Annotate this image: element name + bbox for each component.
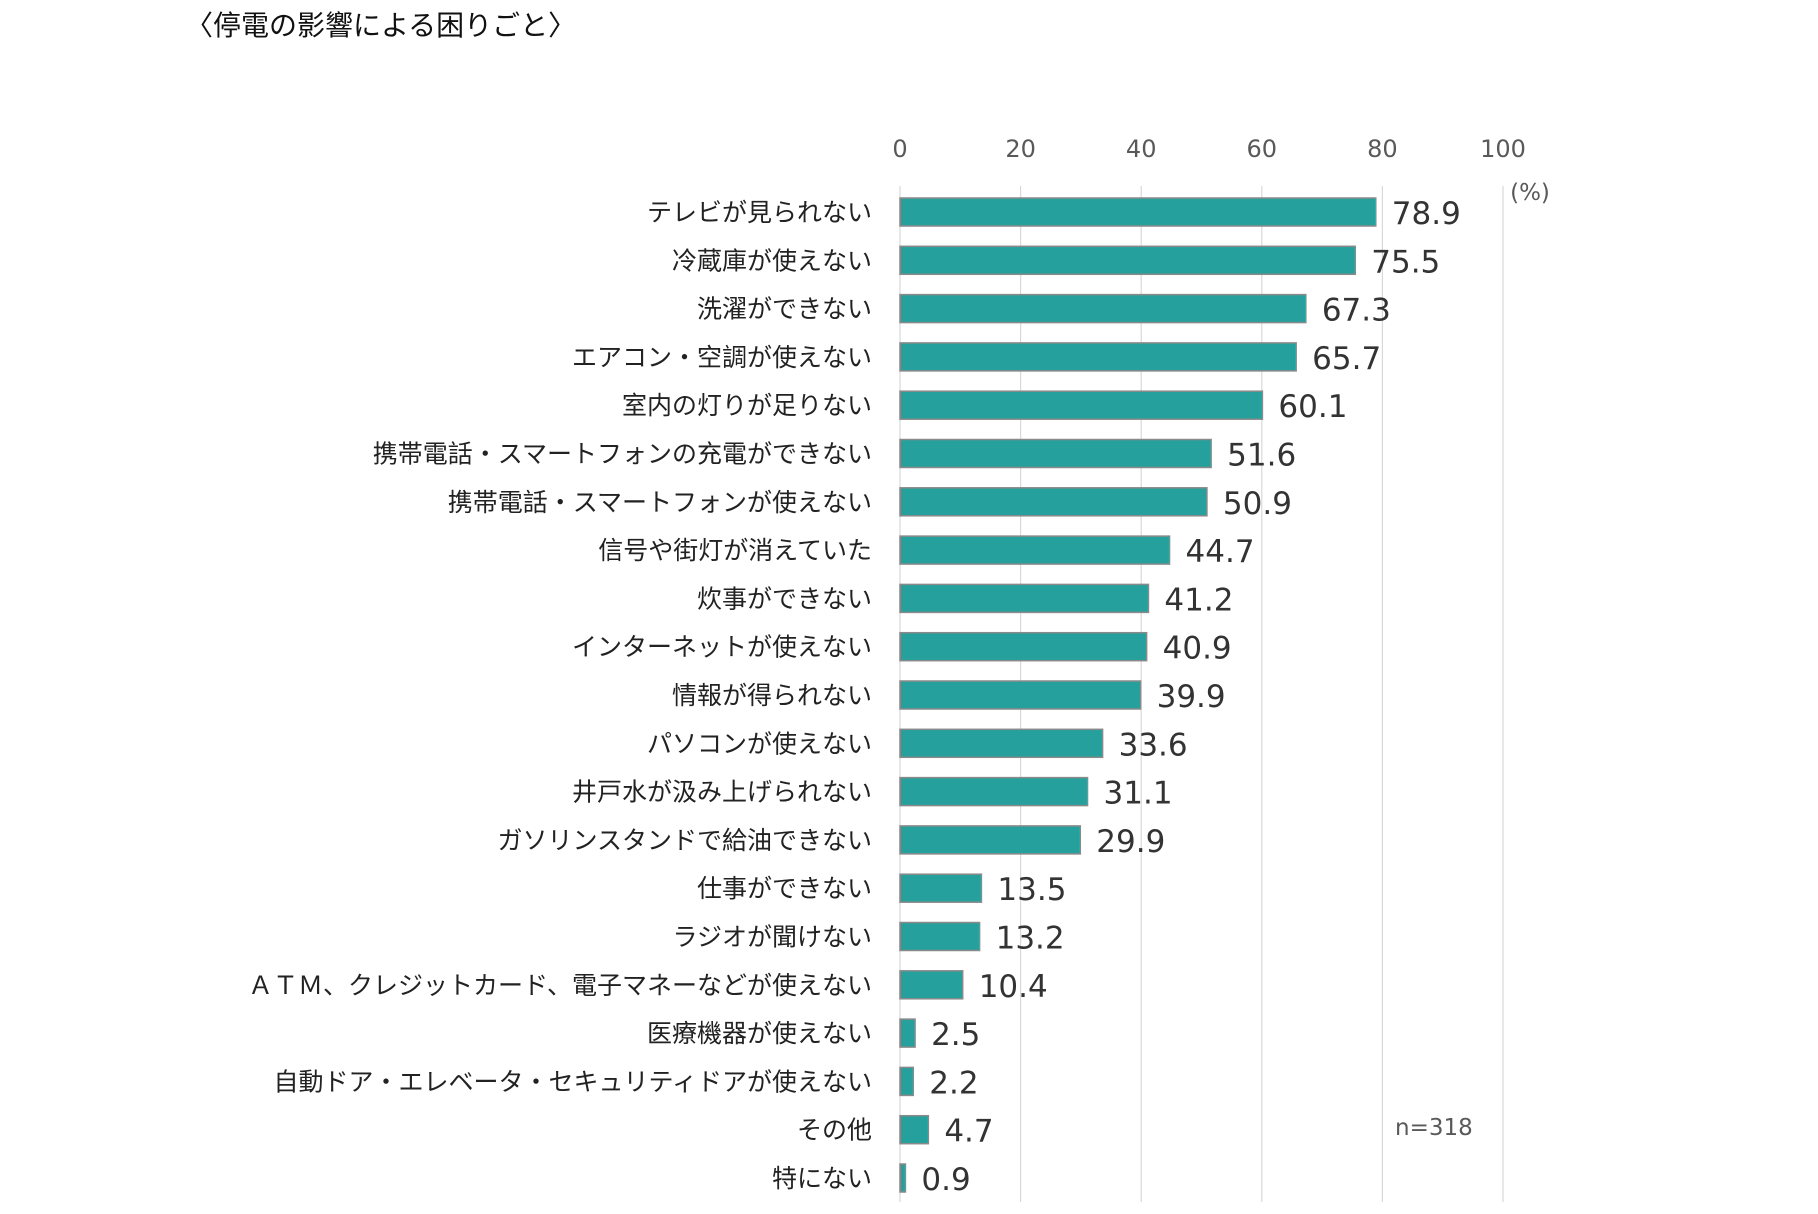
category-label: 特にない	[772, 1164, 872, 1193]
bar	[899, 1018, 916, 1048]
category-label: 自動ドア・エレベータ・セキュリティドアが使えない	[273, 1067, 872, 1096]
category-label: インターネットが使えない	[572, 633, 872, 662]
category-label: その他	[797, 1116, 872, 1145]
bar	[899, 1163, 907, 1193]
category-label: 仕事ができない	[697, 874, 872, 903]
value-label: 2.5	[931, 1017, 980, 1053]
bar	[899, 680, 1142, 710]
x-tick-label: 40	[1126, 135, 1157, 163]
bar	[899, 631, 1148, 662]
value-label: 67.3	[1322, 293, 1391, 329]
bar	[899, 1066, 915, 1097]
category-label: ガソリンスタンドで給油できない	[497, 826, 872, 855]
category-label: 信号や街灯が消えていた	[598, 536, 872, 565]
bar	[899, 970, 964, 1000]
category-label: 医療機器が使えない	[647, 1019, 872, 1048]
bar	[899, 825, 1082, 855]
value-label: 29.9	[1096, 824, 1165, 860]
x-tick-label: 80	[1367, 135, 1398, 163]
category-label: テレビが見られない	[647, 198, 872, 227]
bar	[899, 921, 981, 952]
value-label: 0.9	[921, 1162, 970, 1198]
bar	[899, 390, 1264, 420]
category-label: 洗濯ができない	[697, 295, 872, 324]
value-label: 65.7	[1312, 341, 1381, 377]
value-label: 51.6	[1227, 438, 1296, 474]
value-label: 10.4	[979, 969, 1048, 1005]
bar	[899, 293, 1307, 324]
value-label: 13.2	[996, 921, 1065, 957]
value-label: 4.7	[944, 1114, 993, 1150]
category-label: 室内の灯りが足りない	[622, 391, 872, 420]
bar	[899, 583, 1150, 614]
category-label: ＡＴＭ、クレジットカード、電子マネーなどが使えない	[248, 971, 872, 1000]
value-label: 40.9	[1163, 631, 1232, 667]
value-label: 44.7	[1186, 534, 1255, 570]
value-label: 2.2	[929, 1065, 978, 1101]
bar	[899, 728, 1104, 759]
bar	[899, 438, 1212, 469]
chart-title: 〈停電の影響による困りごと〉	[185, 9, 577, 42]
x-tick-label: 60	[1247, 135, 1278, 163]
bar	[899, 342, 1297, 372]
x-tick-label: 0	[892, 135, 907, 163]
bar	[899, 873, 983, 903]
unit-label: (%)	[1510, 180, 1550, 206]
bar	[899, 245, 1357, 276]
value-label: 13.5	[997, 872, 1066, 908]
bar	[899, 535, 1171, 565]
x-tick-label: 100	[1480, 135, 1526, 163]
bar	[899, 1114, 930, 1145]
category-label: 携帯電話・スマートフォンの充電ができない	[373, 440, 872, 469]
category-label: 冷蔵庫が使えない	[672, 246, 872, 275]
category-label: 情報が得られない	[672, 681, 872, 710]
x-tick-label: 20	[1005, 135, 1036, 163]
bar	[899, 487, 1208, 517]
value-label: 78.9	[1392, 196, 1461, 232]
category-label: 携帯電話・スマートフォンが使えない	[448, 488, 872, 517]
value-label: 75.5	[1371, 244, 1440, 280]
bar	[899, 776, 1089, 807]
value-label: 60.1	[1278, 389, 1347, 425]
bar	[899, 197, 1377, 227]
category-label: エアコン・空調が使えない	[572, 343, 872, 372]
value-label: 50.9	[1223, 486, 1292, 522]
sample-size-note: n=318	[1395, 1115, 1473, 1141]
category-label: ラジオが聞けない	[672, 923, 872, 952]
value-label: 33.6	[1119, 727, 1188, 763]
category-label: パソコンが使えない	[647, 729, 872, 758]
value-label: 39.9	[1157, 679, 1226, 715]
category-label: 井戸水が汲み上げられない	[572, 778, 872, 807]
value-label: 31.1	[1104, 776, 1173, 812]
category-label: 炊事ができない	[697, 584, 872, 613]
value-label: 41.2	[1164, 582, 1233, 618]
